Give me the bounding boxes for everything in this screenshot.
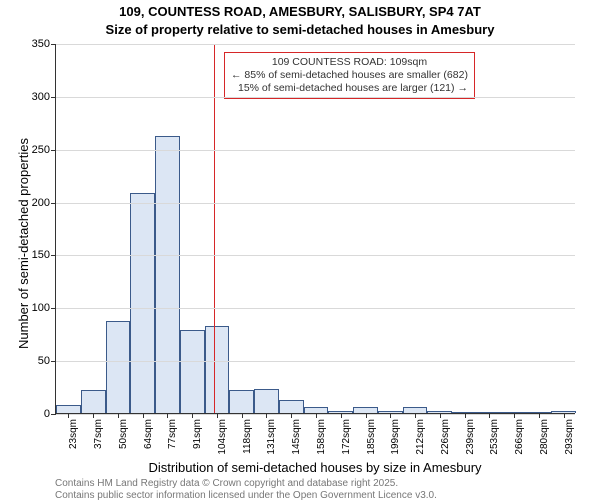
xtick-label: 104sqm	[217, 419, 228, 455]
gridline-h	[56, 308, 575, 309]
xtick-mark	[68, 413, 69, 418]
footer-line-2: Contains public sector information licen…	[55, 490, 437, 501]
ytick-mark	[51, 414, 56, 415]
gridline-h	[56, 255, 575, 256]
xtick-mark	[93, 413, 94, 418]
xtick-mark	[564, 413, 565, 418]
xtick-label: 118sqm	[242, 419, 253, 454]
xtick-label: 280sqm	[539, 419, 550, 455]
annotation-box: 109 COUNTESS ROAD: 109sqm ← 85% of semi-…	[224, 52, 475, 99]
xtick-label: 23sqm	[68, 419, 79, 449]
xtick-label: 64sqm	[143, 419, 154, 449]
xtick-mark	[266, 413, 267, 418]
xtick-mark	[291, 413, 292, 418]
gridline-h	[56, 44, 575, 45]
bar	[81, 390, 106, 413]
ytick-label: 300	[32, 91, 50, 103]
xtick-label: 199sqm	[390, 419, 401, 455]
xtick-label: 77sqm	[167, 419, 178, 449]
ytick-label: 200	[32, 197, 50, 209]
ytick-mark	[51, 361, 56, 362]
footer-line-1: Contains HM Land Registry data © Crown c…	[55, 478, 398, 489]
xtick-label: 158sqm	[316, 419, 327, 455]
ytick-mark	[51, 308, 56, 309]
bar	[130, 193, 155, 413]
bar	[205, 326, 230, 413]
ytick-label: 0	[44, 408, 50, 420]
xtick-mark	[143, 413, 144, 418]
xtick-mark	[440, 413, 441, 418]
chart-title-sub: Size of property relative to semi-detach…	[0, 22, 600, 37]
gridline-h	[56, 150, 575, 151]
xtick-mark	[514, 413, 515, 418]
xtick-mark	[489, 413, 490, 418]
xtick-mark	[167, 413, 168, 418]
gridline-h	[56, 203, 575, 204]
annotation-line3: 15% of semi-detached houses are larger (…	[231, 82, 468, 95]
ytick-label: 50	[38, 355, 50, 367]
ytick-label: 150	[32, 249, 50, 261]
annotation-line2: ← 85% of semi-detached houses are smalle…	[231, 69, 468, 82]
xtick-label: 226sqm	[440, 419, 451, 455]
plot-area: 109 COUNTESS ROAD: 109sqm ← 85% of semi-…	[55, 44, 575, 414]
y-axis-label: Number of semi-detached properties	[16, 138, 31, 349]
bar	[56, 405, 81, 413]
xtick-mark	[539, 413, 540, 418]
xtick-label: 266sqm	[514, 419, 525, 455]
xtick-label: 50sqm	[118, 419, 129, 449]
x-axis-label: Distribution of semi-detached houses by …	[55, 460, 575, 475]
bar	[254, 389, 279, 413]
gridline-h	[56, 97, 575, 98]
xtick-mark	[192, 413, 193, 418]
xtick-mark	[465, 413, 466, 418]
xtick-label: 253sqm	[489, 419, 500, 455]
bar	[279, 400, 304, 413]
xtick-label: 37sqm	[93, 419, 104, 449]
xtick-mark	[242, 413, 243, 418]
xtick-mark	[118, 413, 119, 418]
ytick-mark	[51, 97, 56, 98]
xtick-label: 131sqm	[266, 419, 277, 455]
xtick-label: 172sqm	[341, 419, 352, 455]
bar	[180, 330, 205, 414]
chart-title-main: 109, COUNTESS ROAD, AMESBURY, SALISBURY,…	[0, 4, 600, 19]
xtick-mark	[366, 413, 367, 418]
gridline-h	[56, 361, 575, 362]
ytick-label: 350	[32, 38, 50, 50]
xtick-label: 91sqm	[192, 419, 203, 449]
xtick-mark	[217, 413, 218, 418]
ytick-label: 100	[32, 302, 50, 314]
xtick-label: 212sqm	[415, 419, 426, 455]
ytick-label: 250	[32, 144, 50, 156]
xtick-mark	[316, 413, 317, 418]
xtick-mark	[390, 413, 391, 418]
xtick-label: 145sqm	[291, 419, 302, 455]
bar	[106, 321, 131, 413]
ytick-mark	[51, 150, 56, 151]
xtick-mark	[415, 413, 416, 418]
xtick-label: 239sqm	[465, 419, 476, 455]
xtick-mark	[341, 413, 342, 418]
bar	[155, 136, 180, 413]
xtick-label: 293sqm	[564, 419, 575, 455]
bar	[229, 390, 254, 413]
marker-vline	[214, 44, 215, 413]
ytick-mark	[51, 255, 56, 256]
ytick-mark	[51, 203, 56, 204]
annotation-line1: 109 COUNTESS ROAD: 109sqm	[231, 56, 468, 69]
xtick-label: 185sqm	[366, 419, 377, 455]
ytick-mark	[51, 44, 56, 45]
